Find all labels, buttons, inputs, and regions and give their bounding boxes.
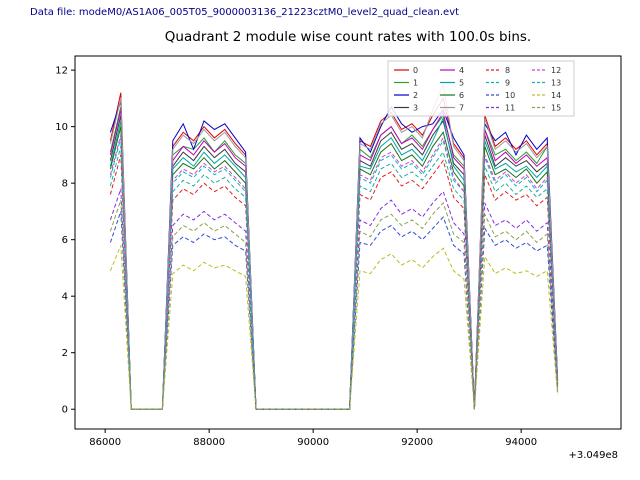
series-line-6 — [109, 126, 559, 410]
series-line-10 — [109, 211, 559, 410]
y-tick-label: 10 — [55, 122, 68, 133]
series-line-0 — [109, 92, 559, 410]
chart-title: Quadrant 2 module wise count rates with … — [164, 29, 532, 45]
legend-label: 12 — [551, 66, 561, 75]
legend-label: 10 — [505, 91, 515, 100]
axes-frame — [74, 55, 622, 430]
x-tick-label: 94000 — [505, 437, 537, 448]
legend-label: 13 — [551, 79, 561, 88]
legend-label: 6 — [459, 91, 464, 100]
series-line-3 — [109, 115, 559, 410]
y-tick-label: 4 — [62, 292, 68, 303]
legend-label: 5 — [459, 79, 464, 88]
series-line-13 — [109, 146, 559, 410]
series-line-9 — [109, 137, 559, 410]
y-tick-label: 0 — [62, 405, 68, 416]
series-line-11 — [109, 188, 559, 410]
x-axis-offset-label: +3.049e8 — [568, 450, 618, 461]
x-tick-label: 92000 — [401, 437, 433, 448]
legend-label: 8 — [505, 66, 510, 75]
y-tick-label: 12 — [55, 66, 68, 77]
y-tick-label: 8 — [62, 179, 68, 190]
data-file-label: Data file: modeM0/AS1A06_005T05_90000031… — [30, 7, 460, 18]
x-tick-label: 86000 — [89, 437, 121, 448]
legend-label: 7 — [459, 104, 464, 113]
y-tick-label: 2 — [62, 348, 68, 359]
legend-label: 4 — [459, 66, 464, 75]
series-line-14 — [109, 245, 559, 410]
legend-label: 14 — [551, 91, 561, 100]
legend-label: 0 — [413, 66, 418, 75]
series-line-12 — [109, 134, 559, 410]
x-tick-label: 88000 — [193, 437, 225, 448]
legend-label: 2 — [413, 91, 418, 100]
legend-label: 1 — [413, 79, 418, 88]
series-line-4 — [109, 109, 559, 410]
legend-label: 3 — [413, 104, 418, 113]
legend-label: 9 — [505, 79, 510, 88]
legend-label: 15 — [551, 104, 561, 113]
series-line-15 — [109, 199, 559, 410]
legend-label: 11 — [505, 104, 515, 113]
series-line-8 — [109, 154, 559, 410]
y-tick-label: 6 — [62, 235, 68, 246]
x-tick-label: 90000 — [297, 437, 329, 448]
